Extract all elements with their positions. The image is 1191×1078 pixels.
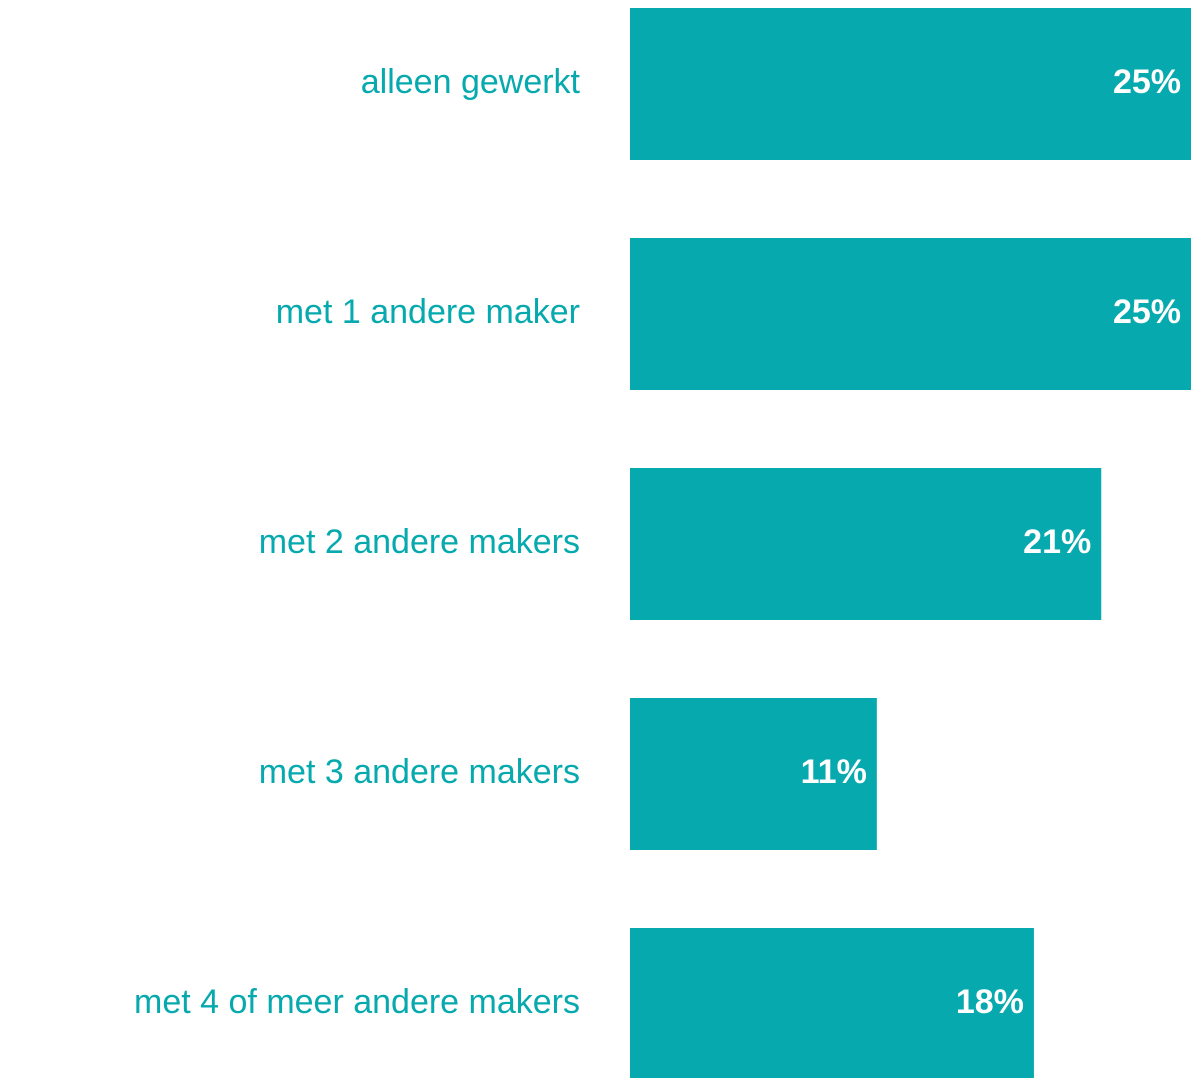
- category-label: met 1 andere maker: [276, 293, 580, 331]
- bar: [630, 928, 1034, 1078]
- value-label: 25%: [1113, 293, 1181, 331]
- category-label: alleen gewerkt: [361, 63, 581, 101]
- bar: [630, 8, 1191, 160]
- value-label: 25%: [1113, 63, 1181, 101]
- value-label: 11%: [801, 753, 867, 791]
- bar: [630, 698, 877, 850]
- category-label: met 4 of meer andere makers: [134, 983, 580, 1021]
- category-label: met 3 andere makers: [259, 753, 580, 791]
- value-label: 18%: [956, 983, 1024, 1021]
- category-label: met 2 andere makers: [259, 523, 580, 561]
- bar: [630, 468, 1102, 620]
- bar: [630, 238, 1191, 390]
- value-label: 21%: [1023, 523, 1091, 561]
